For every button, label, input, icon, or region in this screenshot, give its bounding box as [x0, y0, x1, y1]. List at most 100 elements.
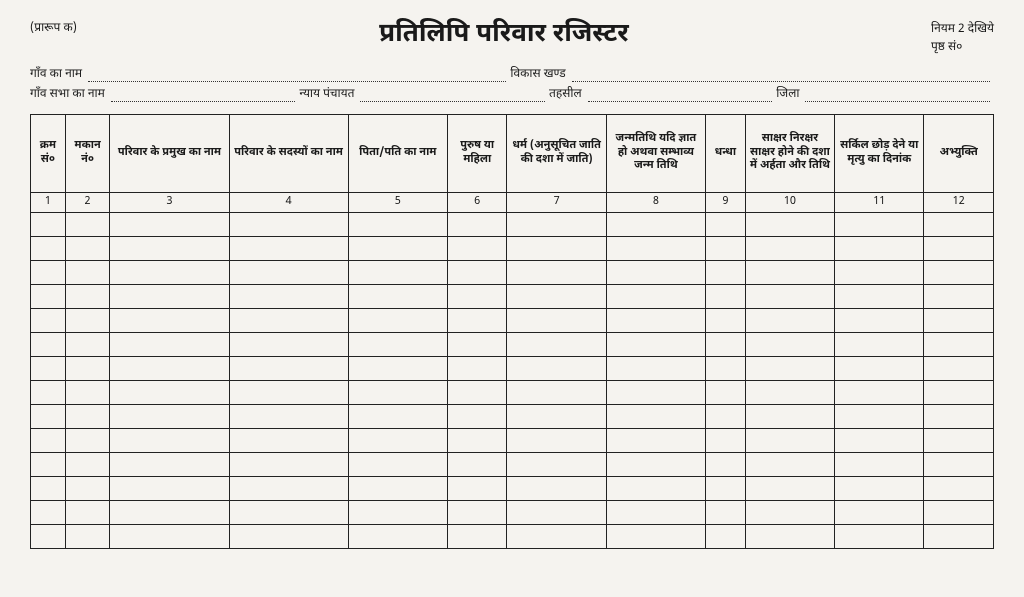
table-cell: [606, 285, 705, 309]
table-cell: [348, 381, 447, 405]
table-cell: [706, 429, 746, 453]
table-cell: [447, 357, 507, 381]
table-body: [31, 213, 994, 549]
table-cell: [110, 525, 229, 549]
table-cell: [31, 477, 66, 501]
document-page: (प्रारूप क) प्रतिलिपि परिवार रजिस्टर निय…: [0, 0, 1024, 597]
col-num: 8: [606, 193, 705, 213]
table-row: [31, 285, 994, 309]
table-cell: [31, 357, 66, 381]
col-header: धर्म (अनुसूचित जाति की दशा में जाति): [507, 115, 606, 193]
table-cell: [65, 213, 110, 237]
table-cell: [447, 405, 507, 429]
village-name-label: गाँव का नाम: [30, 66, 84, 82]
table-row: [31, 333, 994, 357]
col-header: पुरुष या महिला: [447, 115, 507, 193]
table-cell: [110, 405, 229, 429]
table-cell: [745, 501, 834, 525]
table-cell: [31, 501, 66, 525]
table-cell: [447, 477, 507, 501]
table-cell: [745, 237, 834, 261]
table-cell: [65, 477, 110, 501]
table-cell: [924, 381, 994, 405]
table-cell: [348, 333, 447, 357]
jila-label: जिला: [776, 86, 801, 102]
table-cell: [606, 453, 705, 477]
table-cell: [447, 429, 507, 453]
table-cell: [31, 333, 66, 357]
table-cell: [229, 381, 348, 405]
table-row: [31, 501, 994, 525]
col-header: जन्मतिथि यदि ज्ञात हो अथवा सम्भाव्य जन्म…: [606, 115, 705, 193]
table-cell: [835, 309, 924, 333]
table-cell: [606, 477, 705, 501]
table-cell: [507, 285, 606, 309]
table-cell: [924, 333, 994, 357]
table-cell: [31, 237, 66, 261]
table-cell: [706, 237, 746, 261]
table-cell: [606, 429, 705, 453]
table-cell: [507, 429, 606, 453]
table-cell: [706, 261, 746, 285]
table-cell: [924, 285, 994, 309]
table-cell: [745, 405, 834, 429]
table-cell: [507, 309, 606, 333]
table-cell: [348, 261, 447, 285]
table-cell: [745, 429, 834, 453]
tehsil-label: तहसील: [549, 86, 584, 102]
table-cell: [348, 405, 447, 429]
table-cell: [447, 309, 507, 333]
table-cell: [229, 261, 348, 285]
table-cell: [65, 381, 110, 405]
vikas-khand-label: विकास खण्ड: [510, 66, 567, 82]
table-cell: [110, 333, 229, 357]
table-cell: [745, 525, 834, 549]
table-cell: [507, 213, 606, 237]
column-number-row: 1 2 3 4 5 6 7 8 9 10 11 12: [31, 193, 994, 213]
table-cell: [835, 213, 924, 237]
table-cell: [706, 477, 746, 501]
table-cell: [924, 309, 994, 333]
table-cell: [110, 429, 229, 453]
table-cell: [835, 357, 924, 381]
col-num: 12: [924, 193, 994, 213]
table-cell: [835, 501, 924, 525]
table-cell: [348, 237, 447, 261]
table-cell: [606, 501, 705, 525]
table-row: [31, 429, 994, 453]
table-cell: [65, 429, 110, 453]
table-cell: [31, 285, 66, 309]
table-cell: [229, 237, 348, 261]
fill-line: [111, 90, 296, 102]
table-cell: [65, 525, 110, 549]
table-cell: [835, 381, 924, 405]
gram-sabha-label: गाँव सभा का नाम: [30, 86, 107, 102]
table-cell: [745, 357, 834, 381]
fill-line: [88, 70, 506, 82]
table-cell: [110, 309, 229, 333]
table-cell: [31, 405, 66, 429]
table-cell: [229, 453, 348, 477]
table-cell: [229, 213, 348, 237]
col-header: धन्धा: [706, 115, 746, 193]
table-row: [31, 309, 994, 333]
col-num: 9: [706, 193, 746, 213]
table-cell: [835, 261, 924, 285]
table-cell: [447, 453, 507, 477]
col-num: 11: [835, 193, 924, 213]
table-cell: [706, 501, 746, 525]
table-cell: [447, 333, 507, 357]
table-cell: [229, 477, 348, 501]
table-cell: [31, 213, 66, 237]
table-cell: [507, 405, 606, 429]
col-header: साक्षर निरक्षर साक्षर होने की दशा में अर…: [745, 115, 834, 193]
table-cell: [606, 381, 705, 405]
col-num: 10: [745, 193, 834, 213]
table-cell: [507, 453, 606, 477]
table-cell: [924, 261, 994, 285]
table-cell: [835, 525, 924, 549]
table-cell: [835, 453, 924, 477]
table-cell: [229, 501, 348, 525]
fill-line: [588, 90, 773, 102]
table-cell: [835, 237, 924, 261]
